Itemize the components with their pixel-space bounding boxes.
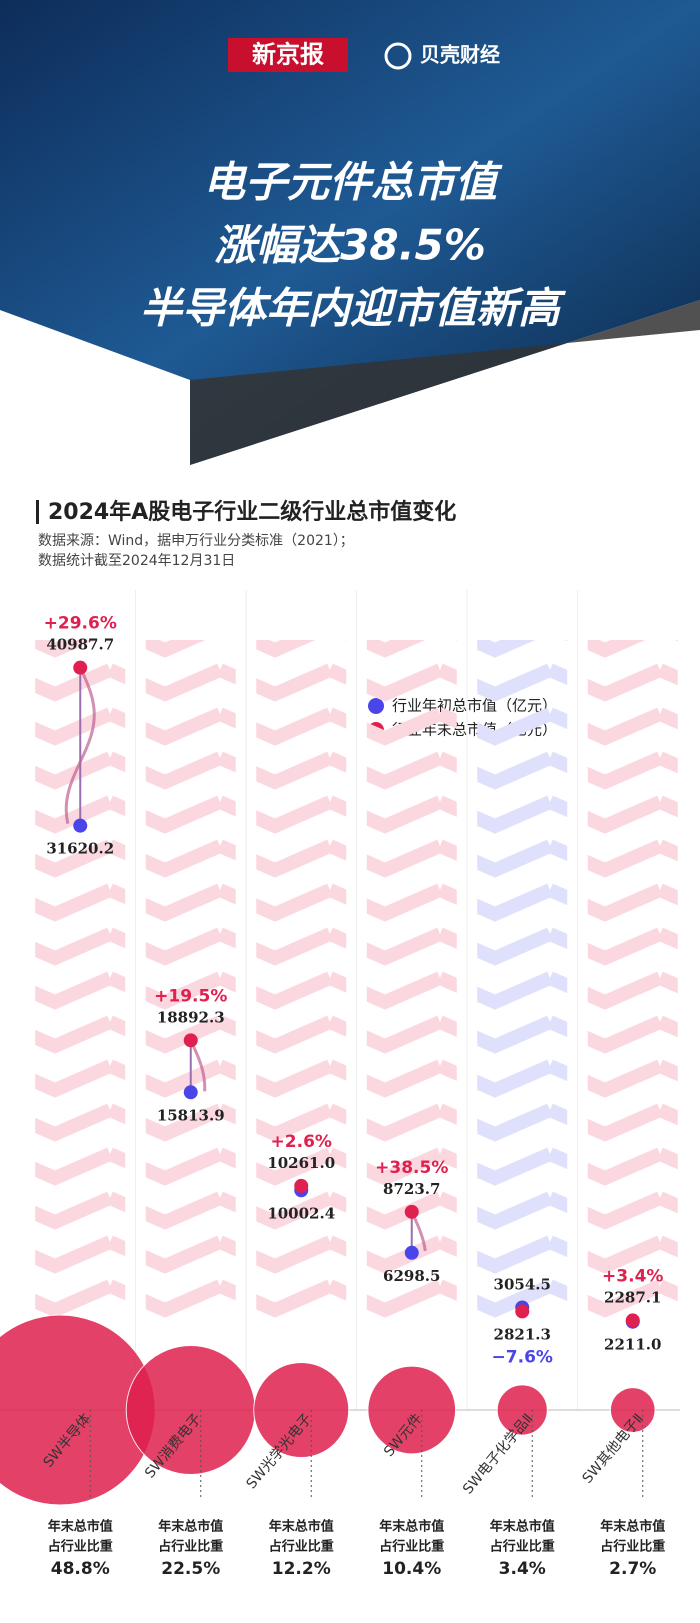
subtitle: 数据统计截至2024年12月31日 <box>38 553 235 569</box>
value-label: 3054.5 <box>494 1275 551 1293</box>
share-caption: 占行业比重 <box>158 1539 223 1555</box>
track <box>145 640 236 1320</box>
value-label: 18892.3 <box>157 1008 225 1026</box>
value-label: 15813.9 <box>157 1106 225 1124</box>
track <box>587 640 678 1320</box>
value-label: 40987.7 <box>46 636 114 654</box>
change-label: +19.5% <box>154 986 227 1006</box>
share-caption: 年末总市值 <box>158 1519 223 1535</box>
track <box>256 640 347 1320</box>
brand: 新京报 <box>252 40 324 69</box>
share-label: 12.2% <box>272 1559 331 1579</box>
share-label: 10.4% <box>382 1559 441 1579</box>
dot <box>625 1313 640 1328</box>
share-label: 22.5% <box>161 1559 220 1579</box>
change-label: +3.4% <box>602 1266 663 1286</box>
share-label: 2.7% <box>609 1559 656 1579</box>
share-bubble <box>125 1344 256 1476</box>
dot <box>515 1304 530 1319</box>
share-caption: 年末总市值 <box>269 1519 334 1535</box>
track <box>477 640 568 1320</box>
brand-box <box>228 38 348 72</box>
share-caption: 年末总市值 <box>379 1519 444 1535</box>
share-caption: 年末总市值 <box>48 1519 113 1535</box>
share-caption: 占行业比重 <box>490 1539 555 1555</box>
value-label: 2287.1 <box>604 1288 661 1306</box>
change-label: +38.5% <box>375 1158 448 1178</box>
title-bar <box>36 500 39 524</box>
value-label: 2821.3 <box>494 1325 551 1343</box>
helix <box>64 667 96 824</box>
value-label: 6298.5 <box>383 1267 440 1285</box>
headline: 涨幅达38.5% <box>214 221 486 270</box>
headline: 电子元件总市值 <box>203 158 503 207</box>
change-label: −7.6% <box>492 1347 553 1367</box>
share-caption: 占行业比重 <box>48 1539 113 1555</box>
dot <box>183 1085 198 1100</box>
share-caption: 占行业比重 <box>600 1539 665 1555</box>
value-label: 10002.4 <box>267 1204 335 1222</box>
value-label: 2211.0 <box>604 1336 661 1354</box>
dot <box>73 818 88 833</box>
dot <box>294 1178 309 1193</box>
headline: 半导体年内迎市值新高 <box>140 284 566 333</box>
chart-title: 2024年A股电子行业二级行业总市值变化 <box>48 499 456 525</box>
share-bubble <box>496 1384 548 1436</box>
share-caption: 年末总市值 <box>490 1519 555 1535</box>
share-bubble <box>609 1387 656 1433</box>
share-caption: 占行业比重 <box>379 1539 444 1555</box>
value-label: 8723.7 <box>383 1180 440 1198</box>
subtitle: 数据来源：Wind，据申万行业分类标准（2021）； <box>38 533 354 549</box>
helix <box>189 1039 207 1092</box>
share-label: 3.4% <box>499 1559 546 1579</box>
share-bubble <box>253 1361 350 1459</box>
header-shadow <box>190 300 700 465</box>
value-label: 10261.0 <box>267 1154 335 1172</box>
dot <box>73 660 88 675</box>
share-label: 48.8% <box>51 1559 110 1579</box>
helix <box>410 1211 427 1252</box>
dot <box>183 1033 198 1048</box>
change-label: +29.6% <box>44 614 117 634</box>
share-caption: 占行业比重 <box>269 1539 334 1555</box>
value-label: 31620.2 <box>46 840 114 858</box>
category-label: SW其他电子Ⅱ <box>580 1411 647 1487</box>
dot <box>404 1204 419 1219</box>
category-label: SW电子化学品Ⅱ <box>460 1411 536 1498</box>
share-caption: 年末总市值 <box>600 1519 665 1535</box>
brand: 贝壳财经 <box>420 43 500 67</box>
share-bubble <box>367 1365 457 1455</box>
brand-icon <box>384 42 412 70</box>
change-label: +2.6% <box>271 1132 332 1152</box>
dot <box>404 1245 419 1260</box>
